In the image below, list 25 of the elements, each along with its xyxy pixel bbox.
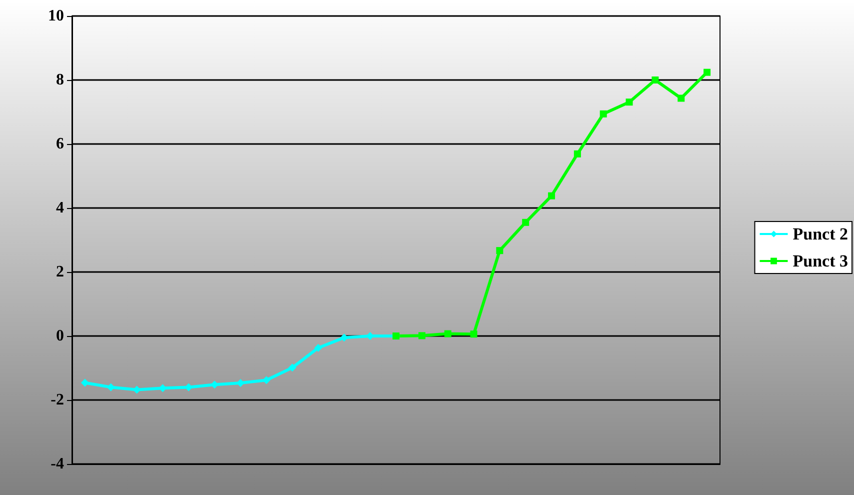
point bbox=[470, 330, 478, 338]
point bbox=[314, 344, 322, 352]
point bbox=[80, 378, 89, 387]
point bbox=[444, 330, 452, 338]
y-tick-label: -2 bbox=[50, 392, 64, 408]
y-tick-label: -4 bbox=[50, 456, 64, 472]
y-tick-label: 10 bbox=[48, 8, 64, 24]
point bbox=[288, 364, 296, 372]
point bbox=[652, 76, 659, 84]
y-tick-label: 8 bbox=[56, 72, 64, 88]
point bbox=[574, 150, 581, 158]
legend-label: Punct 2 bbox=[792, 224, 848, 244]
point bbox=[626, 98, 633, 106]
legend-label: Punct 3 bbox=[792, 252, 848, 270]
point bbox=[418, 332, 426, 340]
point bbox=[522, 218, 530, 226]
point bbox=[704, 68, 711, 76]
point bbox=[548, 192, 556, 200]
y-tick-label: 4 bbox=[56, 200, 64, 216]
y-tick-label: 6 bbox=[56, 136, 64, 152]
y-tick-label: 2 bbox=[56, 264, 64, 280]
point bbox=[678, 94, 685, 102]
point bbox=[600, 110, 607, 118]
y-tick-label: 0 bbox=[56, 328, 64, 344]
point bbox=[496, 247, 504, 254]
